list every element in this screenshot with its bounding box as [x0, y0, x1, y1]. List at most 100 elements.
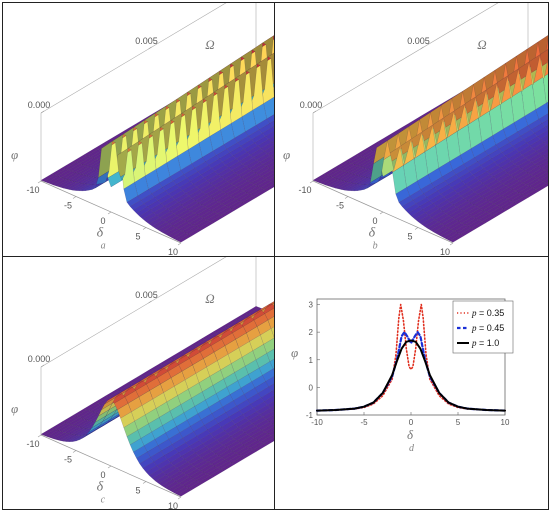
y-axis-label: φ: [291, 345, 298, 360]
delta-tick-label: 0: [100, 216, 105, 226]
omega-tick: [40, 364, 45, 368]
legend-label: p = 0.45: [471, 323, 504, 333]
omega-axis-label: Ω: [205, 37, 214, 52]
surface-facet: [411, 209, 426, 220]
surface-facet: [223, 318, 239, 327]
surface-facet: [395, 187, 410, 203]
x-tick-label: 0: [409, 418, 414, 427]
panel-label: c: [101, 494, 106, 505]
surface-facet: [91, 415, 107, 428]
surface-facet: [360, 183, 375, 191]
phi-axis-label: φ: [11, 147, 18, 162]
surface-facet: [268, 383, 274, 392]
surface-facet: [457, 226, 472, 235]
surface-facet: [212, 325, 228, 334]
phi-axis-label: φ: [11, 401, 18, 416]
surface-facet: [217, 460, 232, 470]
surface-facet: [258, 361, 274, 376]
surface-facet: [171, 437, 187, 450]
surface-facet: [180, 344, 196, 353]
surface-facet: [268, 135, 274, 143]
y-tick-label: 1: [309, 356, 314, 365]
surface-facet: [235, 332, 250, 349]
surface-facet: [79, 431, 94, 441]
delta-tick-label: 10: [168, 501, 178, 510]
surface-facet: [272, 368, 274, 372]
surface-facet: [253, 431, 269, 441]
surface-facet: [96, 419, 111, 430]
omega-tick-label: 0.005: [135, 290, 158, 300]
delta-tick: [414, 227, 419, 230]
surface-facet: [101, 397, 116, 411]
delta-tick: [142, 481, 147, 484]
delta-tick-label: -10: [298, 185, 311, 195]
surface-facet: [150, 450, 165, 462]
surface-facet: [273, 157, 274, 159]
delta-tick-label: 0: [372, 216, 377, 226]
surface-facet: [322, 177, 337, 186]
surface-facet: [542, 152, 548, 159]
surface-facet: [258, 123, 274, 134]
surface-facet: [438, 161, 453, 178]
delta-tick: [72, 196, 77, 199]
legend-label: p = 0.35: [471, 308, 504, 318]
surface-facet: [88, 183, 103, 191]
surface-facet: [107, 171, 123, 188]
surface-facet: [192, 358, 207, 374]
delta-tick-label: -5: [336, 201, 344, 211]
surface-facet: [470, 141, 486, 158]
surface-facet: [481, 135, 496, 152]
surface-facet: [126, 429, 142, 445]
delta-tick: [309, 180, 314, 184]
surface-facet: [79, 410, 94, 419]
surface-facet: [110, 393, 126, 404]
surface-facet: [105, 389, 120, 398]
delta-tick: [37, 434, 42, 438]
surface-facet: [416, 174, 432, 190]
surface-facet: [238, 448, 254, 457]
surface-facet: [272, 422, 274, 425]
omega-tick-label: 0.005: [135, 36, 158, 46]
delta-tick-label: 10: [440, 247, 450, 257]
surface-facet: [545, 101, 548, 110]
delta-tick-label: 5: [407, 232, 412, 242]
omega-tick-label: 0.000: [28, 100, 51, 110]
omega-axis-label: Ω: [205, 291, 214, 306]
surface-facet: [148, 363, 163, 372]
surface-facet: [252, 443, 268, 452]
series-line-3: [316, 339, 506, 412]
surface-facet: [315, 174, 331, 183]
surface-facet: [193, 177, 208, 188]
surface-facet: [532, 141, 548, 152]
x-tick-label: -5: [360, 418, 368, 427]
surface-facet: [43, 428, 59, 437]
surface-facet: [99, 414, 114, 426]
delta-tick: [37, 180, 42, 184]
surface-facet: [273, 410, 274, 412]
surface-facet: [547, 75, 548, 76]
surface-facet: [244, 306, 260, 315]
y-tick-label: 2: [309, 328, 314, 337]
surface-facet: [60, 424, 76, 433]
delta-tick: [177, 242, 182, 246]
surface-facet: [126, 195, 142, 207]
surface-facet: [443, 190, 459, 201]
surface-facet: [75, 433, 90, 442]
surface-facet: [252, 189, 268, 198]
delta-tick-label: 10: [168, 247, 178, 257]
surface-facet: [267, 176, 274, 182]
surface-facet: [251, 416, 267, 427]
delta-tick: [107, 211, 112, 215]
panel-label: b: [373, 240, 378, 251]
surface-facet: [86, 149, 102, 158]
surface-facet: [270, 405, 274, 411]
surface-facet: [129, 438, 145, 453]
surface-facet: [377, 135, 392, 144]
panel-d: -10 -5 0 5 10 -1 0 1 2 3 p = 0.35 p = 0.45 p = 1.0 φ δ…: [274, 256, 549, 510]
